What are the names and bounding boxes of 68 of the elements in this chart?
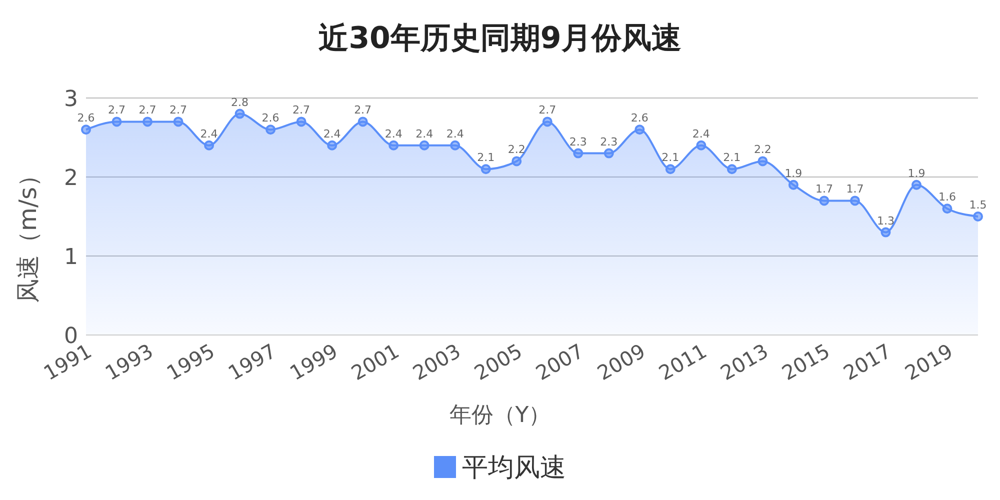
data-label: 1.7: [846, 182, 864, 196]
point: [81, 124, 91, 135]
point: [296, 116, 306, 127]
point: [973, 212, 983, 222]
point: [480, 164, 491, 174]
data-label: 2.6: [77, 112, 95, 125]
x-axis-title: 年份（Y）: [448, 402, 552, 430]
point: [450, 140, 460, 150]
data-label: 2.4: [323, 127, 341, 140]
point: [911, 180, 922, 190]
data-label: 2.4: [416, 127, 434, 140]
point: [573, 148, 584, 158]
point: [542, 116, 552, 127]
point: [634, 124, 645, 135]
data-label: 2.4: [692, 127, 710, 140]
data-label: 2.2: [508, 143, 526, 156]
data-label: 2.7: [354, 104, 372, 117]
point: [942, 204, 952, 214]
data-label: 2.3: [600, 135, 618, 148]
legend-label: 平均风速: [462, 452, 566, 484]
point: [358, 116, 368, 127]
data-label: 1.6: [938, 190, 956, 204]
data-label: 2.6: [262, 112, 280, 125]
point: [419, 140, 430, 150]
point: [142, 116, 153, 127]
point: [788, 180, 798, 190]
point: [850, 196, 860, 206]
data-label: 1.5: [969, 198, 987, 212]
data-label: 2.7: [108, 104, 126, 117]
data-label: 2.7: [538, 104, 556, 117]
y-axis-title: 风速（m/s）: [13, 163, 43, 303]
y-tick-label: 2: [64, 166, 78, 191]
point: [726, 164, 737, 174]
point: [234, 108, 245, 119]
data-label: 1.7: [815, 182, 833, 196]
y-tick-label: 3: [64, 86, 78, 112]
point: [173, 116, 184, 127]
point: [880, 227, 891, 238]
data-label: 1.9: [784, 166, 802, 180]
chart-title: 近30年历史同期9月份风速: [318, 20, 682, 58]
data-label: 2.7: [138, 104, 156, 117]
data-label: 2.1: [723, 151, 741, 164]
point: [758, 156, 768, 166]
point: [696, 140, 706, 150]
y-tick-label: 0: [64, 324, 78, 349]
data-label: 1.3: [876, 214, 894, 228]
point: [388, 140, 399, 150]
data-label: 2.2: [754, 143, 772, 156]
data-label: 1.9: [908, 166, 926, 180]
data-label: 2.7: [292, 104, 310, 117]
point: [512, 156, 522, 166]
point: [665, 164, 676, 174]
point: [112, 116, 122, 127]
data-label: 2.4: [446, 127, 464, 140]
data-label: 2.8: [231, 96, 249, 109]
data-label: 2.1: [477, 151, 495, 164]
data-label: 2.4: [384, 127, 402, 140]
data-label: 2.4: [200, 127, 218, 140]
point: [266, 124, 276, 135]
data-label: 2.7: [170, 104, 188, 117]
point: [327, 140, 338, 150]
y-tick-label: 1: [64, 244, 78, 270]
data-label: 2.6: [630, 112, 648, 125]
point: [819, 196, 830, 206]
data-label: 2.1: [662, 151, 680, 164]
point: [204, 140, 214, 150]
point: [604, 148, 614, 158]
data-label: 2.3: [569, 135, 587, 148]
